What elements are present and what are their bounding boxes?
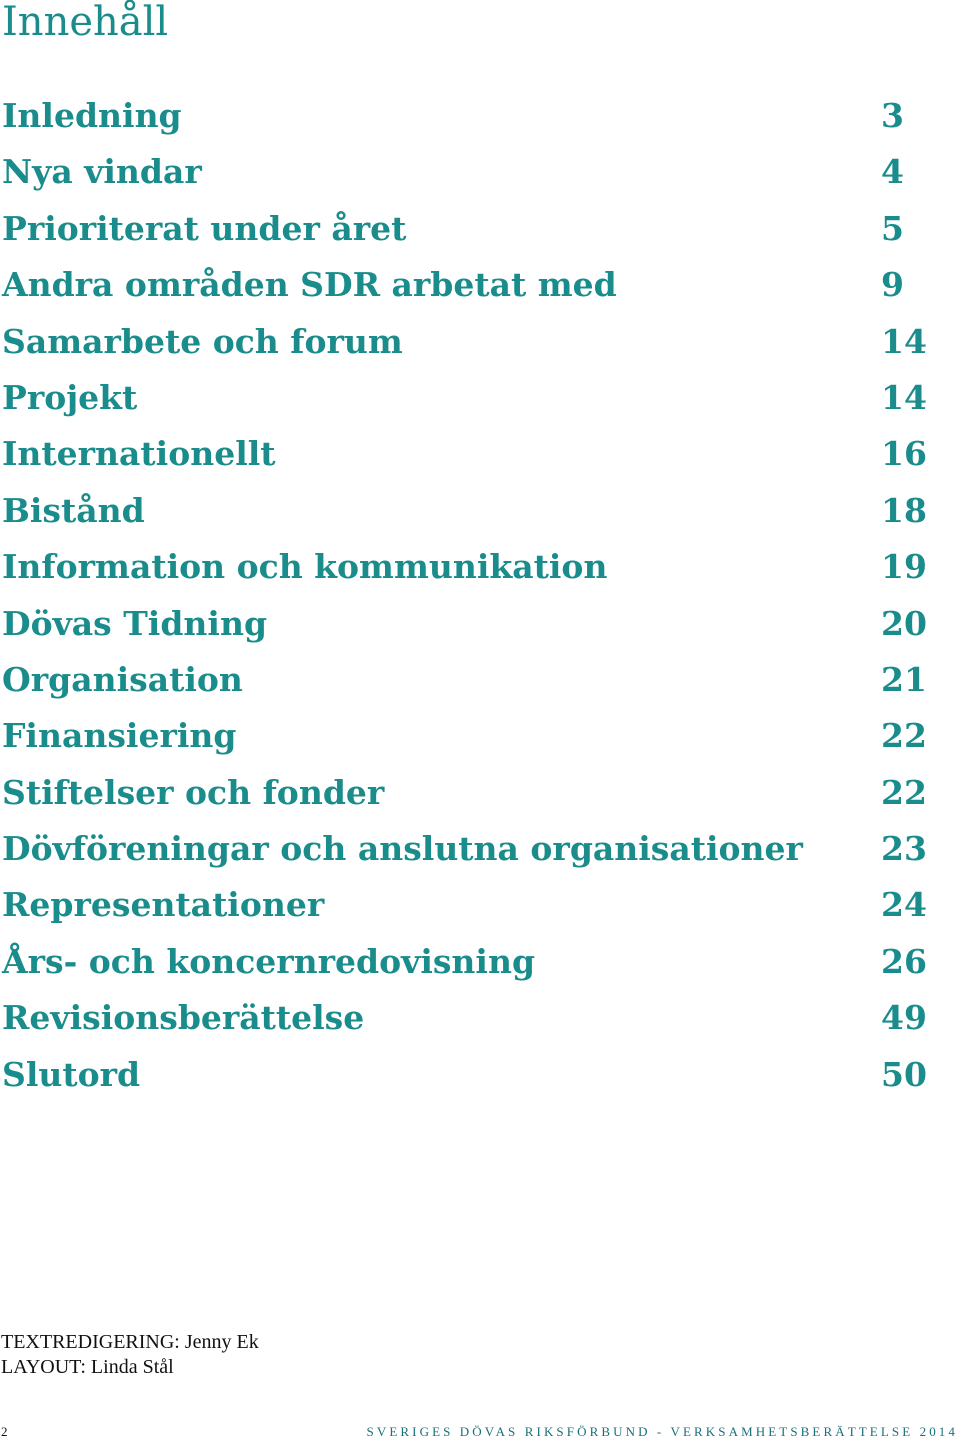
page-title: Innehåll (2, 0, 169, 45)
toc-entry[interactable]: Finansiering 22 (0, 708, 960, 764)
toc-entry-title: Samarbete och forum (2, 321, 403, 361)
credit-text-editing: TEXTREDIGERING: Jenny Ek (1, 1331, 259, 1353)
toc-entry-title: Prioriterat under året (2, 208, 407, 248)
toc-entry-page: 20 (881, 603, 927, 643)
toc-entry[interactable]: Prioriterat under året 5 (0, 201, 960, 257)
toc-entry-page: 23 (881, 829, 927, 869)
toc-entry-title: Projekt (2, 377, 138, 417)
toc-entry-title: Dövas Tidning (2, 603, 268, 643)
toc-entry[interactable]: Slutord 50 (0, 1047, 960, 1103)
toc-entry-title: Andra områden SDR arbetat med (2, 265, 617, 305)
toc-entry-page: 5 (881, 208, 904, 248)
toc-entry-title: Organisation (2, 659, 243, 699)
toc-entry[interactable]: Stiftelser och fonder 22 (0, 765, 960, 821)
toc-entry[interactable]: Samarbete och forum 14 (0, 314, 960, 370)
table-of-contents: Inledning 3 Nya vindar 4 Prioriterat under å… (0, 88, 960, 1103)
toc-entry-page: 9 (881, 265, 904, 305)
footer-text: SVERIGES DÖVAS RIKSFÖRBUND - VERKSAMHETS… (366, 1424, 958, 1439)
toc-entry-title: Information och kommunikation (2, 547, 608, 587)
toc-entry-page: 18 (881, 490, 927, 530)
toc-entry-page: 3 (881, 96, 904, 135)
toc-entry-page: 19 (881, 547, 927, 587)
toc-entry-page: 21 (881, 659, 927, 699)
toc-entry-title: Års- och koncernredovisning (2, 941, 536, 981)
toc-entry-page: 14 (881, 377, 927, 417)
toc-entry-page: 26 (881, 941, 927, 981)
toc-entry[interactable]: Dövas Tidning 20 (0, 596, 960, 652)
toc-entry-title: Bistånd (2, 490, 145, 530)
toc-entry-page: 22 (881, 716, 927, 756)
toc-entry[interactable]: Inledning 3 (0, 88, 960, 144)
toc-entry[interactable]: Organisation 21 (0, 652, 960, 708)
toc-entry-page: 49 (881, 998, 927, 1038)
toc-entry-page: 4 (881, 152, 904, 192)
toc-entry-title: Internationellt (2, 434, 276, 474)
toc-entry[interactable]: Bistånd 18 (0, 483, 960, 539)
credit-layout: LAYOUT: Linda Stål (1, 1356, 174, 1378)
toc-entry-title: Dövföreningar och anslutna organisatione… (2, 829, 803, 869)
toc-entry[interactable]: Internationellt 16 (0, 426, 960, 482)
toc-entry-page: 16 (881, 434, 927, 474)
toc-entry-page: 14 (881, 321, 927, 361)
toc-entry-title: Stiftelser och fonder (2, 772, 385, 812)
toc-entry-title: Finansiering (2, 716, 237, 756)
toc-entry[interactable]: Revisionsberättelse 49 (0, 990, 960, 1046)
toc-entry[interactable]: Projekt 14 (0, 370, 960, 426)
toc-entry-title: Representationer (2, 885, 325, 925)
toc-entry[interactable]: Års- och koncernredovisning 26 (0, 934, 960, 990)
toc-entry-title: Inledning (2, 96, 182, 135)
toc-entry-page: 50 (881, 1054, 927, 1094)
toc-entry-page: 22 (881, 772, 927, 812)
toc-entry-title: Slutord (2, 1054, 141, 1094)
toc-entry[interactable]: Dövföreningar och anslutna organisatione… (0, 821, 960, 877)
toc-entry-title: Revisionsberättelse (2, 998, 365, 1038)
toc-entry[interactable]: Andra områden SDR arbetat med 9 (0, 257, 960, 313)
footer-page-number: 2 (1, 1424, 8, 1439)
toc-entry-title: Nya vindar (2, 152, 202, 192)
toc-entry[interactable]: Information och kommunikation 19 (0, 539, 960, 595)
toc-entry[interactable]: Nya vindar 4 (0, 144, 960, 200)
credits: TEXTREDIGERING: Jenny Ek LAYOUT: Linda S… (1, 1330, 259, 1380)
toc-entry[interactable]: Representationer 24 (0, 877, 960, 933)
toc-entry-page: 24 (881, 885, 927, 925)
